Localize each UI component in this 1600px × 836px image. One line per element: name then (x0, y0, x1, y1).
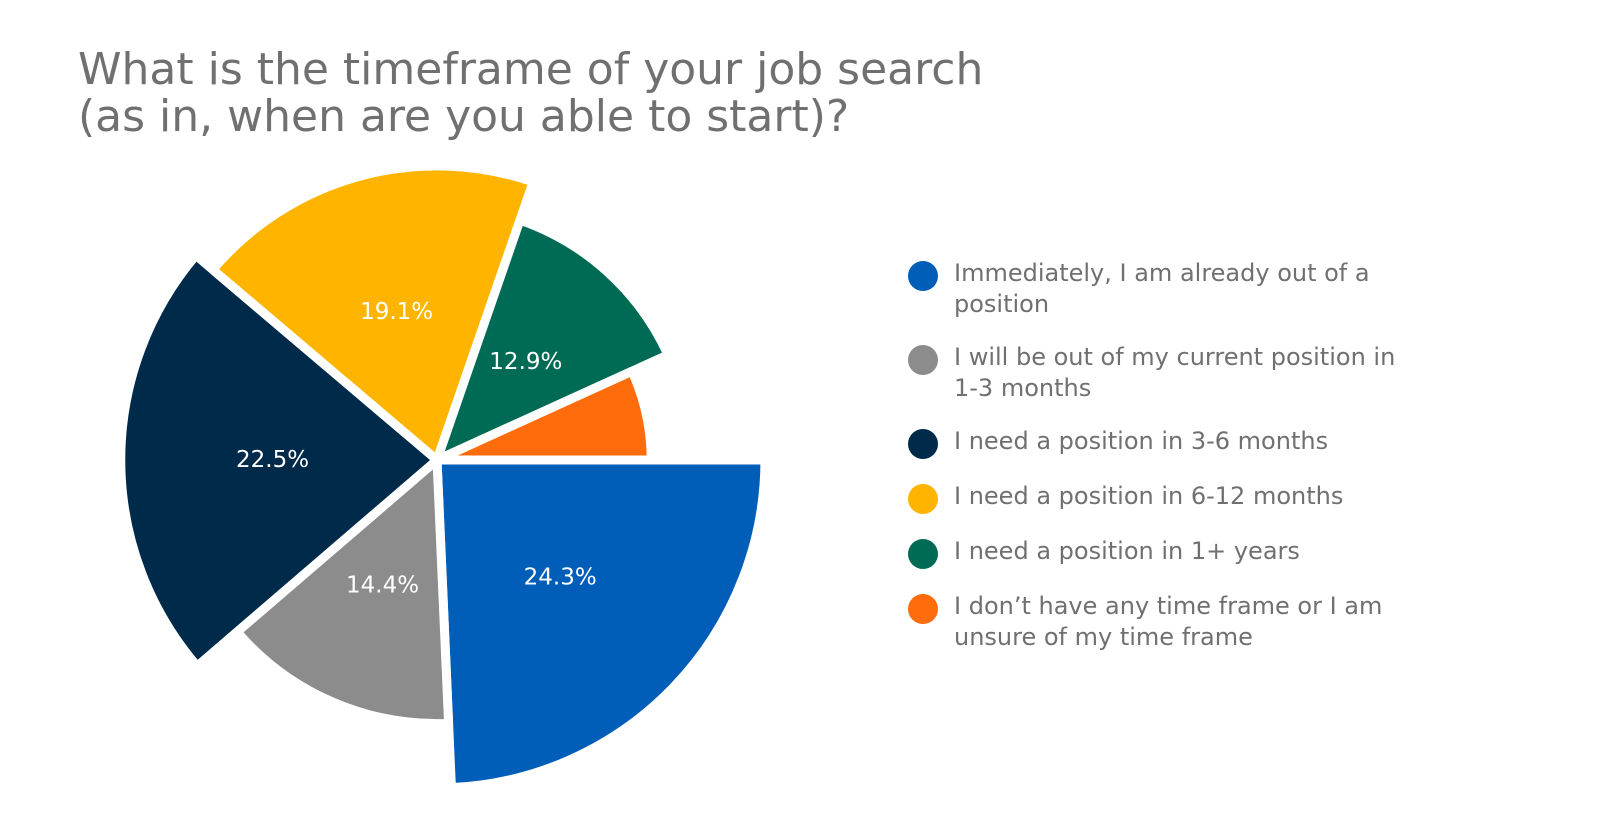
legend-label: I don’t have any time frame or I am unsu… (954, 592, 1383, 651)
legend-label: I need a position in 3-6 months (954, 427, 1329, 455)
legend-swatch (908, 261, 938, 291)
legend-swatch (908, 429, 938, 459)
legend-label: I need a position in 1+ years (954, 537, 1300, 565)
value-label: 22.5% (236, 447, 309, 473)
legend-item: I need a position in 3-6 months (908, 426, 1428, 459)
pie-slice (116, 250, 442, 671)
value-label: 19.1% (360, 299, 433, 325)
legend-swatch (908, 594, 938, 624)
legend-item: I don’t have any time frame or I am unsu… (908, 591, 1428, 653)
legend-label: I need a position in 6-12 months (954, 482, 1344, 510)
legend-label: I will be out of my current position in … (954, 343, 1396, 402)
value-label: 12.9% (489, 349, 562, 375)
chart-title: What is the timeframe of your job search (78, 44, 983, 95)
legend-label: Immediately, I am already out of a posit… (954, 259, 1370, 318)
value-label: 14.4% (346, 572, 419, 598)
pie-slice (232, 455, 454, 729)
legend-swatch (908, 345, 938, 375)
legend-item: I need a position in 6-12 months (908, 481, 1428, 514)
pie-slice (432, 455, 770, 793)
legend-item: I need a position in 1+ years (908, 536, 1428, 569)
pie-slice (432, 215, 673, 465)
pie-slice (208, 161, 538, 465)
legend-item: I will be out of my current position in … (908, 342, 1428, 404)
chart-title: (as in, when are you able to start)? (78, 91, 849, 142)
legend-swatch (908, 539, 938, 569)
legend-swatch (908, 484, 938, 514)
value-label: 24.3% (524, 564, 597, 590)
legend: Immediately, I am already out of a posit… (908, 258, 1428, 653)
pie-slice (432, 366, 656, 465)
legend-item: Immediately, I am already out of a posit… (908, 258, 1428, 320)
